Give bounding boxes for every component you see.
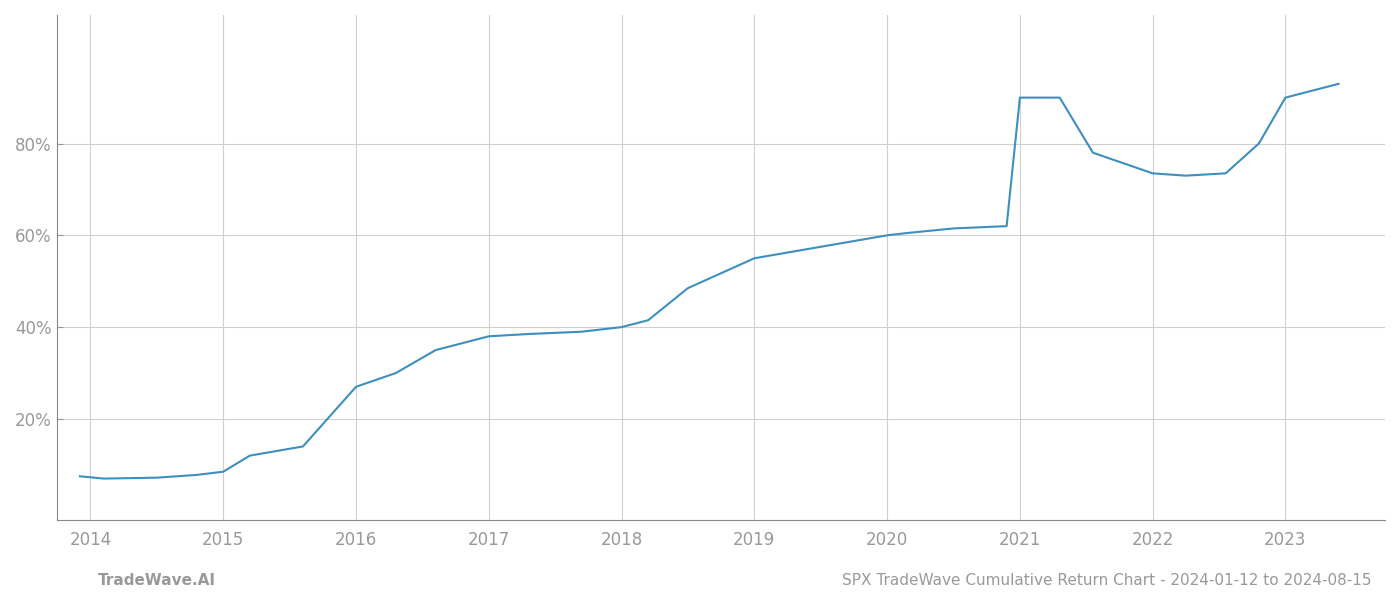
Text: SPX TradeWave Cumulative Return Chart - 2024-01-12 to 2024-08-15: SPX TradeWave Cumulative Return Chart - … [843,573,1372,588]
Text: TradeWave.AI: TradeWave.AI [98,573,216,588]
